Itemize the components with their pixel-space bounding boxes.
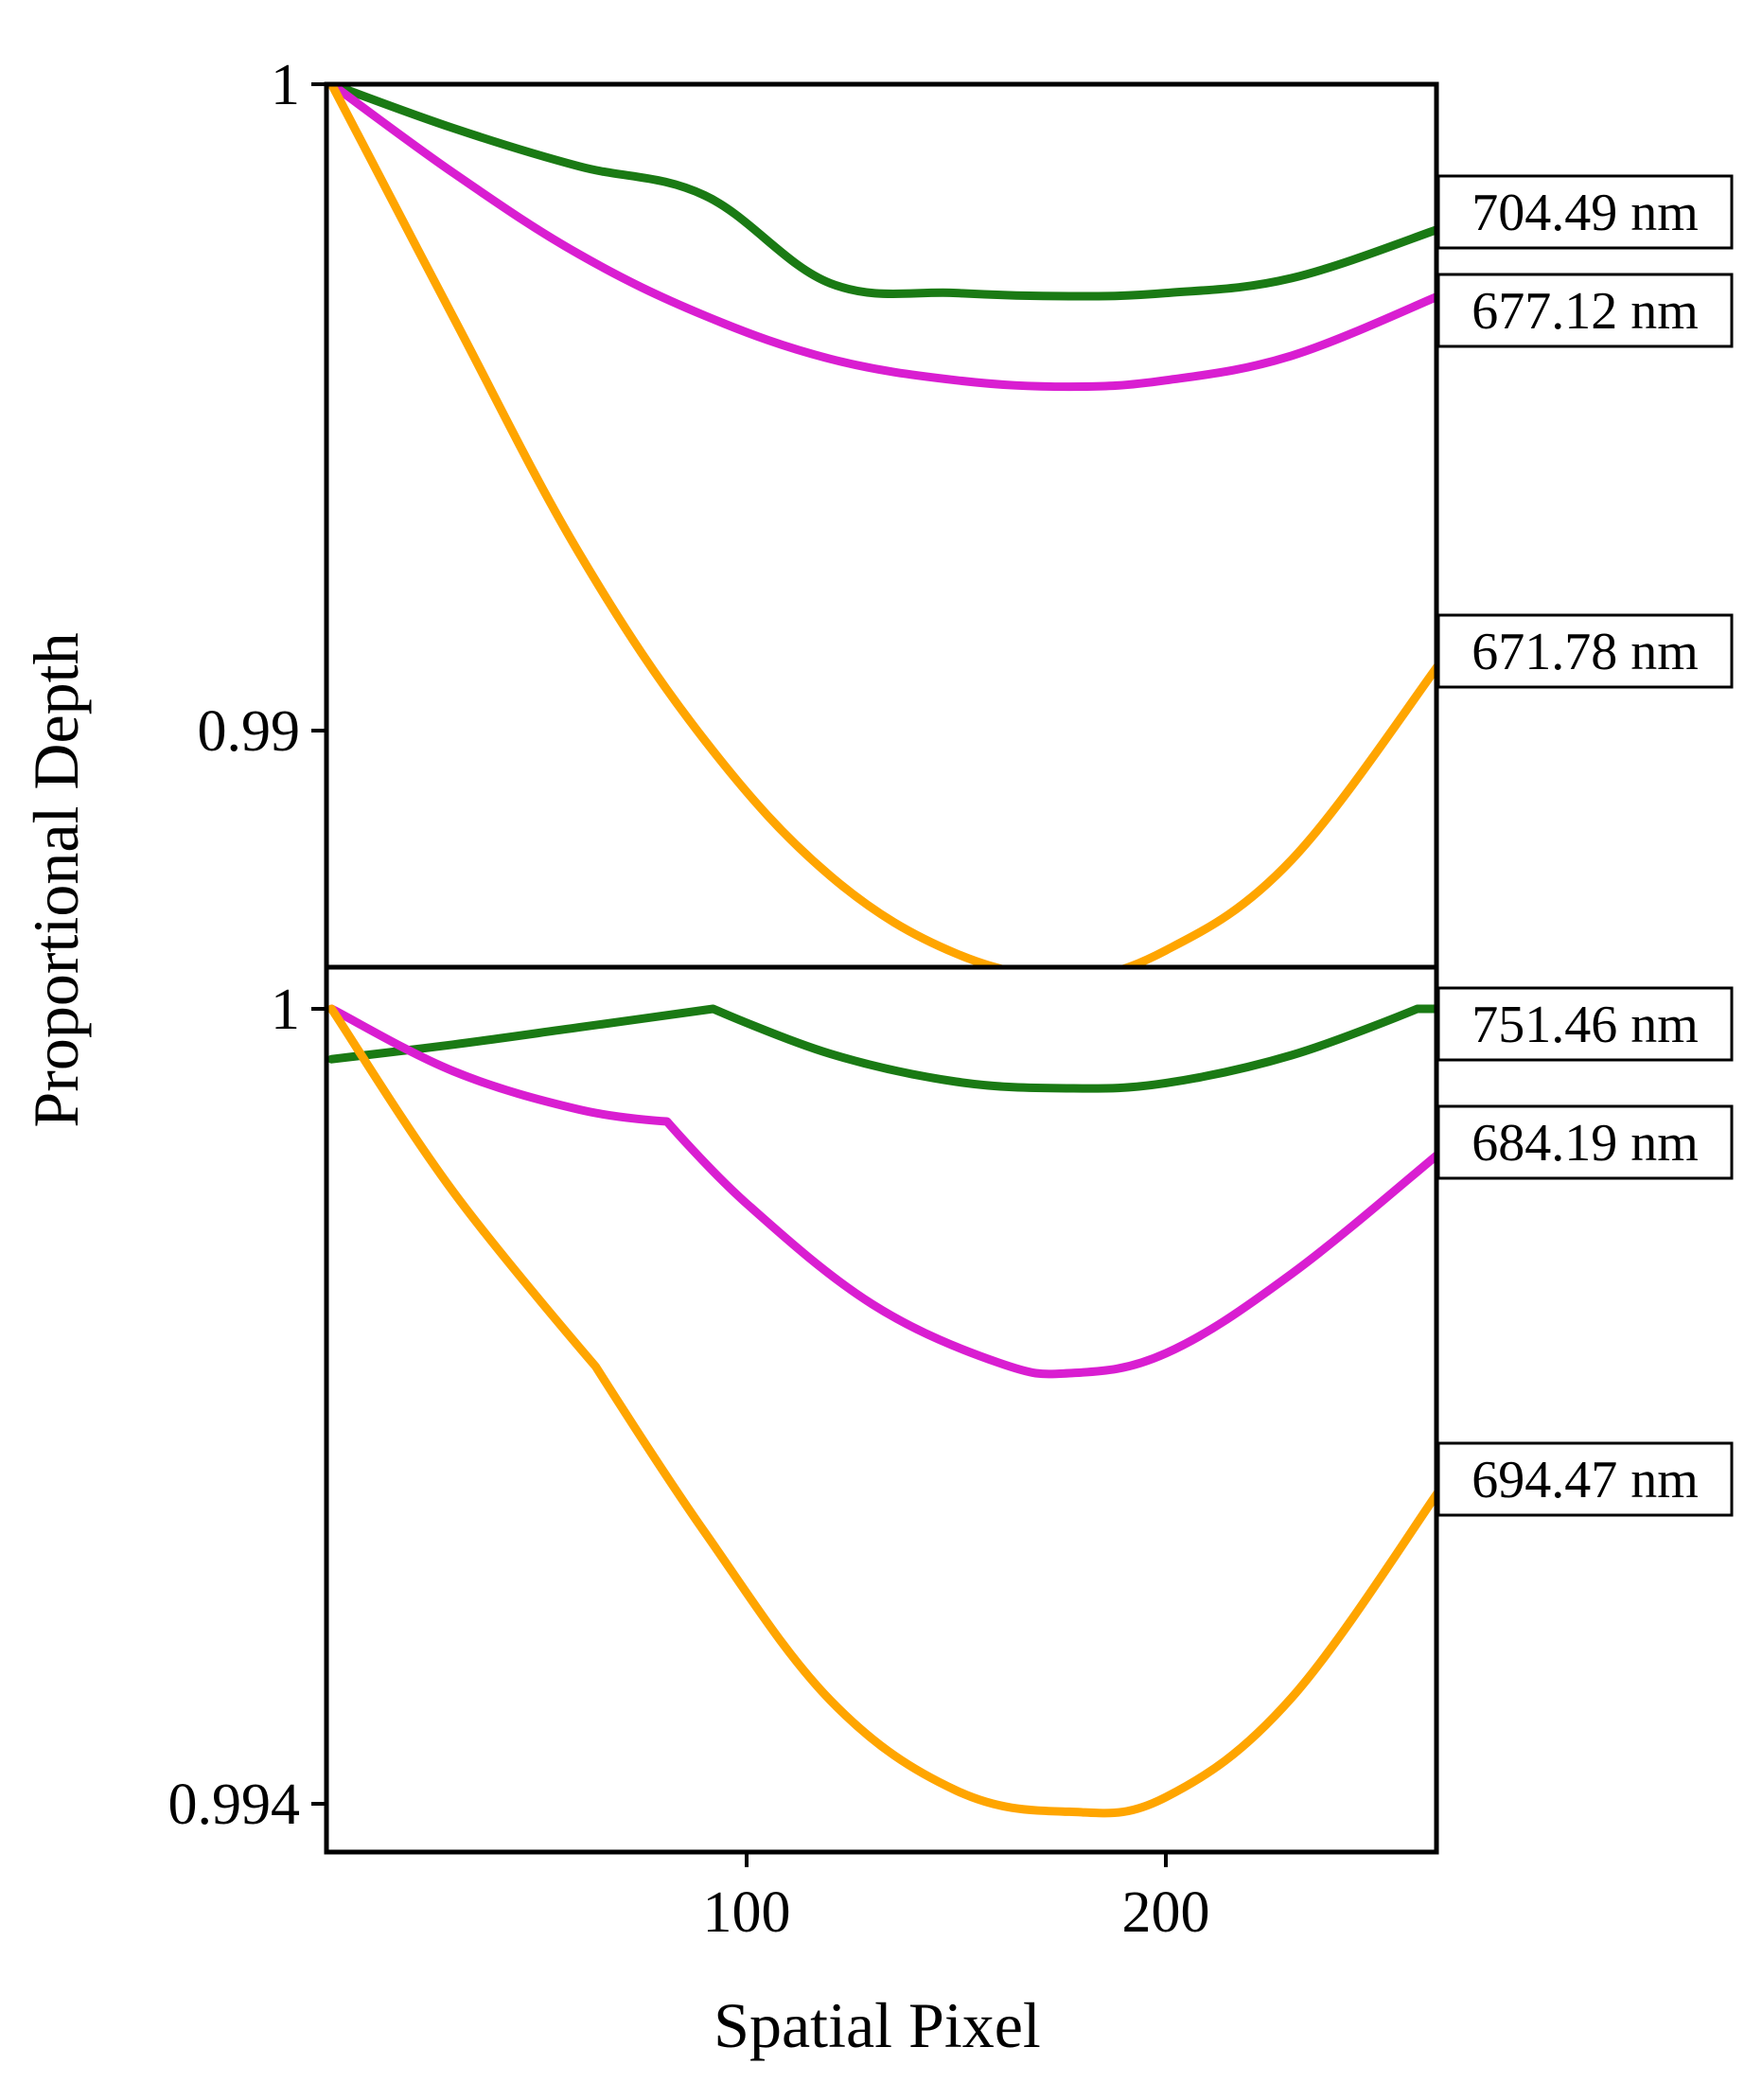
series-line-671-78-nm xyxy=(326,84,1436,967)
series-label-text: 704.49 nm xyxy=(1471,184,1699,242)
y-tick-label: 0.994 xyxy=(168,1773,301,1837)
series-label: 751.46 nm xyxy=(1436,986,1734,1062)
series-label-box xyxy=(1436,613,1734,689)
series-label: 677.12 nm xyxy=(1436,273,1734,348)
series-label-box xyxy=(1436,273,1734,348)
panel-top xyxy=(326,84,1436,967)
series-label-box xyxy=(1436,174,1734,250)
series-label: 684.19 nm xyxy=(1436,1104,1734,1180)
series-label-text: 751.46 nm xyxy=(1471,996,1699,1054)
panel-bottom xyxy=(326,1004,1436,1818)
series-line-751-46-nm xyxy=(326,1004,1436,1093)
series-line-684-19-nm xyxy=(326,1004,1436,1379)
x-axis-title: Spatial Pixel xyxy=(714,1989,1041,2061)
y-tick-label: 1 xyxy=(271,53,300,117)
series-label: 694.47 nm xyxy=(1436,1441,1734,1517)
x-tick-label: 200 xyxy=(1122,1880,1210,1945)
series-label-box xyxy=(1436,1441,1734,1517)
series-label: 704.49 nm xyxy=(1436,174,1734,250)
y-tick-label: 1 xyxy=(271,978,300,1042)
y-tick-label: 0.99 xyxy=(198,699,301,764)
series-label-box xyxy=(1436,986,1734,1062)
series-label-text: 671.78 nm xyxy=(1471,623,1699,681)
series-line-694-47-nm xyxy=(326,1004,1436,1818)
y-axis-title: Proportional Depth xyxy=(20,632,92,1127)
series-line-704-49-nm xyxy=(326,84,1436,301)
series-lines xyxy=(326,1004,1436,1818)
series-line-677-12-nm xyxy=(326,84,1436,392)
x-tick-label: 100 xyxy=(703,1880,791,1945)
series-lines xyxy=(326,84,1436,967)
series-label-text: 694.47 nm xyxy=(1471,1451,1699,1509)
series-label-text: 677.12 nm xyxy=(1471,282,1699,341)
series-label-box xyxy=(1436,1104,1734,1180)
series-label: 671.78 nm xyxy=(1436,613,1734,689)
series-label-text: 684.19 nm xyxy=(1471,1114,1699,1173)
